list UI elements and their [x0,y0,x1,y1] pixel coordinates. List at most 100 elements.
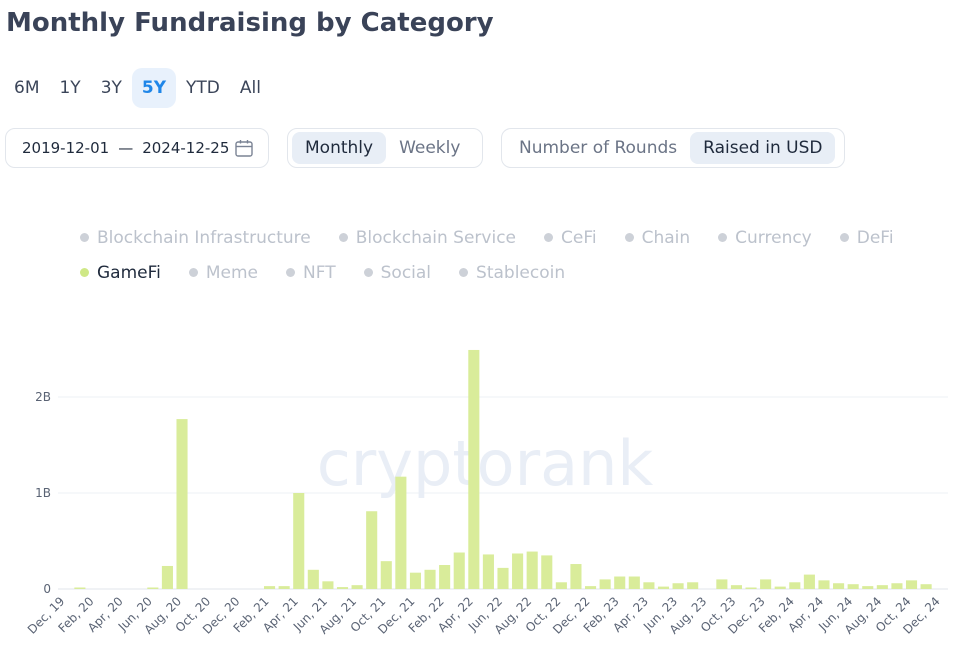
range-ytd[interactable]: YTD [186,78,220,98]
bar[interactable] [643,582,655,589]
bar[interactable] [147,587,159,590]
bar[interactable] [293,493,305,589]
bar[interactable] [161,565,173,589]
legend-dot [459,268,469,277]
bar[interactable] [380,561,392,589]
bar[interactable] [789,582,801,589]
y-tick-label: 0 [43,582,51,596]
bar[interactable] [307,569,319,589]
legend-blockchain-infrastructure[interactable]: Blockchain Infrastructure [80,228,311,248]
bar[interactable] [745,587,757,590]
legend-dot [363,268,373,277]
interval-monthly[interactable]: Monthly [292,132,387,164]
bar[interactable] [891,583,903,589]
bar[interactable] [541,555,553,589]
metric-toggle: Number of Rounds Raised in USD [501,128,845,168]
legend-currency[interactable]: Currency [718,228,812,248]
legend-nft[interactable]: NFT [286,263,336,283]
bar[interactable] [716,579,728,589]
legend-label: CeFi [561,227,597,248]
bar[interactable] [628,576,640,589]
bar[interactable] [920,584,932,589]
bar[interactable] [278,586,290,589]
bar[interactable] [833,583,845,589]
bar[interactable] [264,586,276,589]
bar-series [74,349,932,590]
bar[interactable] [905,580,918,589]
metric-number-of-rounds[interactable]: Number of Rounds [519,138,678,158]
bar[interactable] [322,581,334,589]
bar[interactable] [657,586,670,589]
date-from[interactable]: 2019-12-01 [22,139,110,157]
y-axis: 0 1B 2B [35,390,51,596]
bar[interactable] [687,582,699,589]
legend-dot [624,233,634,242]
legend-dot [80,233,89,242]
bar[interactable] [672,583,684,589]
bar[interactable] [482,554,494,589]
bar[interactable] [351,585,363,589]
legend-label: Social [380,262,432,283]
range-3y[interactable]: 3Y [100,78,122,98]
bar[interactable] [512,553,524,589]
y-tick-label: 2B [35,390,51,404]
bar[interactable] [409,572,421,589]
legend-defi[interactable]: DeFi [839,227,894,248]
legend-dot [80,268,89,277]
bar[interactable] [847,584,859,589]
bar[interactable] [453,552,465,589]
bar[interactable] [570,564,582,589]
bar[interactable] [497,567,509,589]
bar[interactable] [818,580,830,589]
legend-cefi[interactable]: CeFi [544,228,597,248]
bar[interactable] [424,569,436,589]
range-all[interactable]: All [239,78,261,98]
legend-dot [338,233,348,242]
bar[interactable] [803,574,815,589]
bar[interactable] [614,576,626,589]
bar[interactable] [730,585,742,589]
legend-blockchain-service[interactable]: Blockchain Service [338,227,516,248]
bar[interactable] [366,511,378,589]
metric-raised-in-usd[interactable]: Raised in USD [690,132,836,164]
page-title: Monthly Fundraising by Category [6,8,494,38]
legend-label: Blockchain Service [355,227,516,248]
bar[interactable] [876,585,888,589]
range-5y[interactable]: 5Y [131,68,177,108]
bar[interactable] [760,579,772,589]
legend-label: NFT [303,262,336,283]
legend-label: DeFi [856,227,894,248]
bar[interactable] [774,586,786,589]
legend-dot [718,233,728,242]
bar[interactable] [585,586,597,589]
bar[interactable] [555,582,567,589]
bar[interactable] [526,551,538,589]
legend-chain[interactable]: Chain [624,228,690,248]
range-1y[interactable]: 1Y [59,78,81,98]
date-separator: — [118,139,134,157]
bar[interactable] [862,586,874,589]
legend-dot [839,233,849,242]
interval-weekly[interactable]: Weekly [399,138,461,158]
legend-dot [286,268,296,277]
range-6m[interactable]: 6M [14,78,40,98]
legend-label: Currency [735,227,812,248]
legend-dot [544,233,553,242]
calendar-icon[interactable] [234,138,254,158]
legend-label: Stablecoin [476,262,566,283]
legend-social[interactable]: Social [363,262,432,283]
bar[interactable] [176,419,188,589]
bar[interactable] [395,476,407,589]
bar[interactable] [336,587,349,589]
date-range-picker[interactable]: 2019-12-01 — 2024-12-25 [5,128,269,168]
legend-meme[interactable]: Meme [188,263,258,283]
bar[interactable] [74,587,86,590]
legend-stablecoin[interactable]: Stablecoin [459,263,565,283]
bar[interactable] [439,565,451,589]
bar[interactable] [599,579,611,589]
date-to[interactable]: 2024-12-25 [142,139,230,157]
bar[interactable] [468,349,480,589]
legend-label: Blockchain Infrastructure [97,227,311,248]
legend-gamefi[interactable]: GameFi [80,263,161,283]
